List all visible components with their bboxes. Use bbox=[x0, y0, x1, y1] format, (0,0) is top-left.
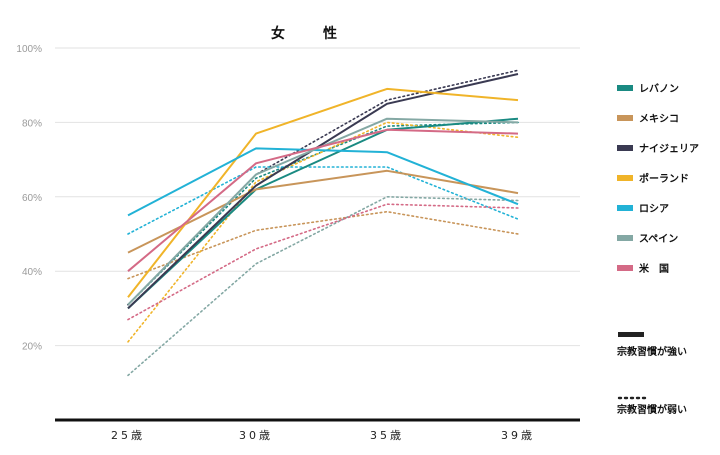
x-tick-label: 30歳 bbox=[239, 429, 273, 442]
legend-swatch bbox=[617, 205, 633, 211]
legend-label: 米 国 bbox=[639, 262, 669, 275]
series-lines bbox=[127, 69, 519, 377]
series-line-weak bbox=[127, 203, 519, 321]
series-line-strong bbox=[127, 128, 519, 272]
series-line-strong bbox=[127, 87, 519, 298]
style-label-strong: 宗教習慣が強い bbox=[617, 345, 687, 358]
legend-swatch bbox=[617, 85, 633, 91]
x-tick-label: 35歳 bbox=[370, 429, 404, 442]
series-line-weak bbox=[127, 195, 519, 377]
legend-label: ポーランド bbox=[639, 172, 689, 185]
legend-label: ナイジェリア bbox=[639, 143, 699, 155]
legend-swatch bbox=[617, 175, 633, 181]
legend-label: スペイン bbox=[639, 233, 678, 245]
style-label-weak: 宗教習慣が弱い bbox=[617, 403, 687, 416]
series-line-strong bbox=[127, 169, 519, 254]
y-tick-label: 100% bbox=[16, 44, 42, 55]
x-axis: 25歳 30歳 35歳 39歳 bbox=[111, 429, 535, 442]
series-line-strong bbox=[127, 117, 519, 310]
legend-swatch bbox=[617, 235, 633, 241]
legend-label: ロシア bbox=[639, 203, 669, 215]
y-tick-label: 80% bbox=[22, 118, 42, 129]
chart-title: 女 性 bbox=[271, 25, 349, 42]
series-line-weak bbox=[127, 121, 519, 343]
y-tick-label: 60% bbox=[22, 193, 42, 204]
legend-label: レバノン bbox=[639, 83, 679, 95]
y-axis: 20% 40% 60% 80% 100% bbox=[16, 44, 42, 353]
x-tick-label: 39歳 bbox=[501, 429, 535, 442]
legend-swatch bbox=[617, 145, 633, 151]
series-line-weak bbox=[127, 166, 519, 235]
style-swatch-solid bbox=[618, 332, 644, 337]
legend-swatch bbox=[617, 265, 633, 271]
series-line-strong bbox=[127, 73, 519, 310]
legend-label: メキシコ bbox=[639, 113, 679, 125]
series-line-weak bbox=[127, 210, 519, 280]
x-tick-label: 25歳 bbox=[111, 429, 145, 442]
legend-swatch bbox=[617, 115, 633, 121]
y-tick-label: 20% bbox=[22, 342, 42, 353]
series-line-strong bbox=[127, 147, 519, 217]
y-tick-label: 40% bbox=[22, 267, 42, 278]
